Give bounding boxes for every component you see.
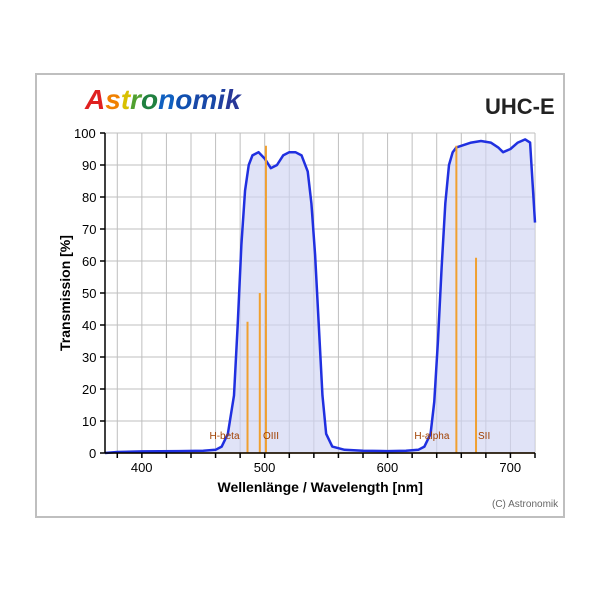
x-tick-label: 400 — [131, 460, 153, 475]
x-tick-label: 600 — [377, 460, 399, 475]
y-tick-label: 90 — [82, 158, 96, 173]
y-tick-label: 30 — [82, 350, 96, 365]
chart-container: Astronomik UHC-E Transmission [%] Wellen… — [0, 0, 600, 600]
y-axis-label: Transmission [%] — [57, 235, 73, 351]
y-tick-label: 20 — [82, 382, 96, 397]
x-axis-label: Wellenlänge / Wavelength [nm] — [218, 479, 423, 495]
emission-line-label: H-alpha — [414, 431, 449, 442]
emission-line-label: H-beta — [210, 431, 240, 442]
y-tick-label: 80 — [82, 190, 96, 205]
y-tick-label: 10 — [82, 414, 96, 429]
x-tick-label: 500 — [254, 460, 276, 475]
y-tick-label: 0 — [89, 446, 96, 461]
copyright-text: (C) Astronomik — [492, 499, 558, 510]
y-tick-label: 100 — [74, 126, 96, 141]
emission-line-label: SII — [478, 431, 490, 442]
y-tick-label: 70 — [82, 222, 96, 237]
y-tick-label: 60 — [82, 254, 96, 269]
y-tick-label: 40 — [82, 318, 96, 333]
y-tick-label: 50 — [82, 286, 96, 301]
emission-line-label: OIII — [263, 431, 279, 442]
x-tick-label: 700 — [499, 460, 521, 475]
